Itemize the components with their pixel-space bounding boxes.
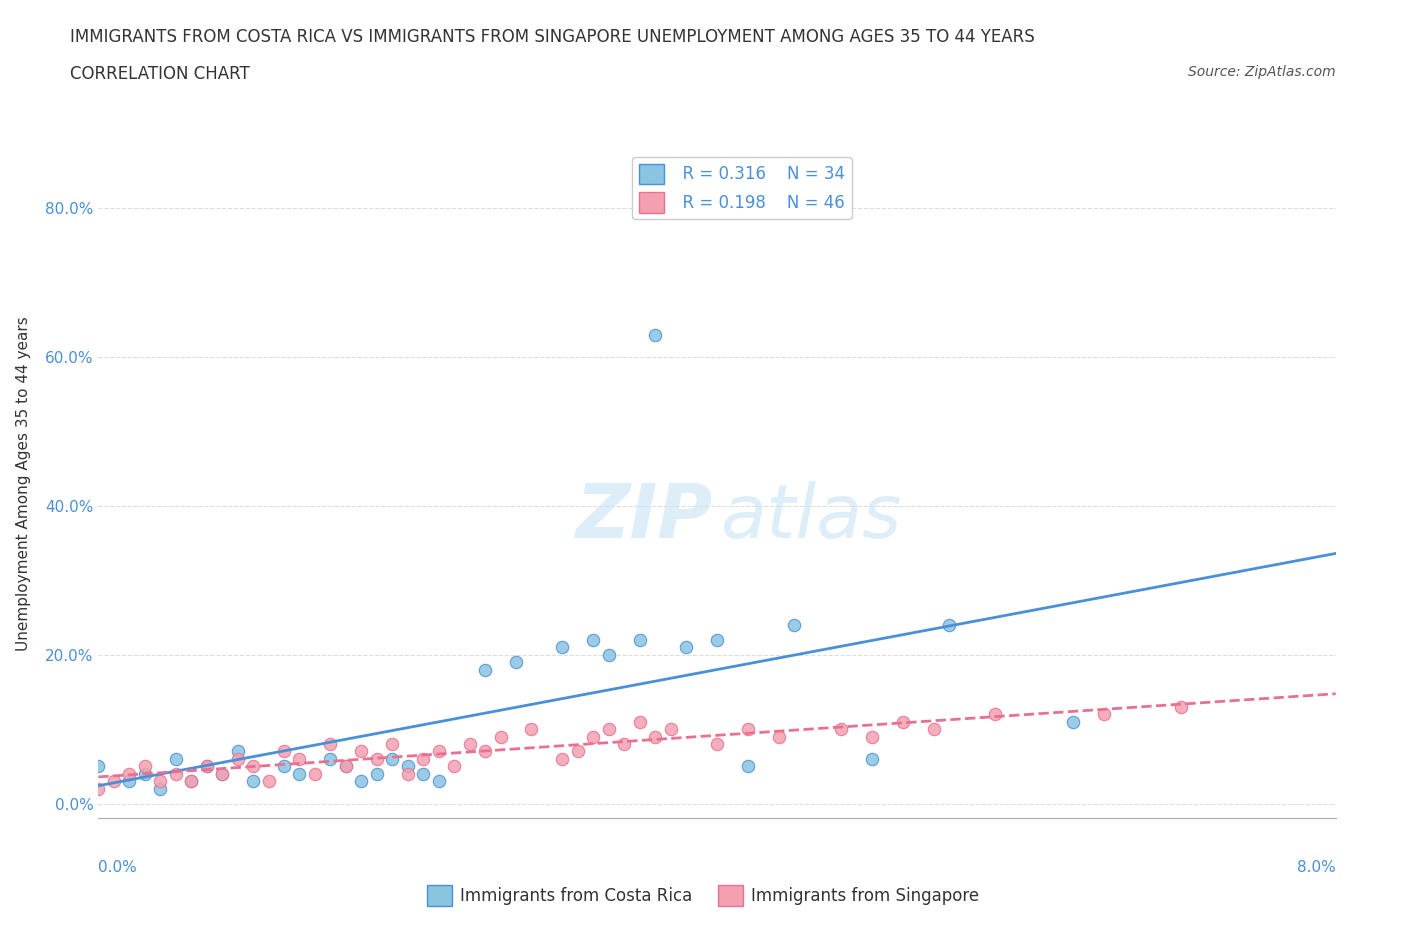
Point <box>381 737 404 751</box>
Text: 8.0%: 8.0% <box>1296 860 1336 875</box>
Point <box>304 766 326 781</box>
Point <box>257 774 280 789</box>
Point <box>984 707 1007 722</box>
Point <box>427 774 450 789</box>
Point <box>644 327 666 342</box>
Point <box>783 618 806 632</box>
Point <box>381 751 404 766</box>
Point <box>737 759 759 774</box>
Point <box>134 759 156 774</box>
Point <box>366 751 388 766</box>
Point <box>1092 707 1115 722</box>
Text: 0.0%: 0.0% <box>98 860 138 875</box>
Point <box>1170 699 1192 714</box>
Point <box>520 722 543 737</box>
Point <box>737 722 759 737</box>
Point <box>149 774 172 789</box>
Point <box>551 751 574 766</box>
Point <box>180 774 202 789</box>
Point <box>458 737 481 751</box>
Point <box>180 774 202 789</box>
Point <box>273 744 295 759</box>
Point <box>319 737 342 751</box>
Point <box>644 729 666 744</box>
Point <box>87 759 110 774</box>
Point <box>567 744 589 759</box>
Point <box>366 766 388 781</box>
Point <box>350 744 373 759</box>
Point <box>938 618 960 632</box>
Point <box>768 729 790 744</box>
Y-axis label: Unemployment Among Ages 35 to 44 years: Unemployment Among Ages 35 to 44 years <box>17 316 31 651</box>
Point <box>226 751 249 766</box>
Point <box>412 766 434 781</box>
Point <box>474 744 496 759</box>
Point <box>211 766 233 781</box>
Point <box>891 714 914 729</box>
Point <box>412 751 434 766</box>
Point <box>613 737 636 751</box>
Point <box>195 759 218 774</box>
Point <box>242 759 264 774</box>
Point <box>860 751 883 766</box>
Point <box>319 751 342 766</box>
Point <box>598 647 620 662</box>
Text: IMMIGRANTS FROM COSTA RICA VS IMMIGRANTS FROM SINGAPORE UNEMPLOYMENT AMONG AGES : IMMIGRANTS FROM COSTA RICA VS IMMIGRANTS… <box>70 28 1035 46</box>
Text: atlas: atlas <box>721 481 903 553</box>
Point <box>706 632 728 647</box>
Point <box>165 766 187 781</box>
Point <box>1062 714 1084 729</box>
Point <box>118 766 141 781</box>
Point <box>195 759 218 774</box>
Point <box>628 632 651 647</box>
Point <box>396 759 419 774</box>
Point <box>922 722 945 737</box>
Point <box>335 759 357 774</box>
Point <box>659 722 682 737</box>
Point <box>87 781 110 796</box>
Point <box>582 729 605 744</box>
Point <box>288 751 311 766</box>
Point <box>288 766 311 781</box>
Point <box>582 632 605 647</box>
Point <box>489 729 512 744</box>
Legend: Immigrants from Costa Rica, Immigrants from Singapore: Immigrants from Costa Rica, Immigrants f… <box>420 879 986 912</box>
Point <box>165 751 187 766</box>
Point <box>427 744 450 759</box>
Point <box>118 774 141 789</box>
Text: Source: ZipAtlas.com: Source: ZipAtlas.com <box>1188 65 1336 79</box>
Point <box>242 774 264 789</box>
Point <box>474 662 496 677</box>
Point <box>628 714 651 729</box>
Point <box>335 759 357 774</box>
Point <box>598 722 620 737</box>
Text: CORRELATION CHART: CORRELATION CHART <box>70 65 250 83</box>
Point <box>860 729 883 744</box>
Point <box>443 759 465 774</box>
Point <box>551 640 574 655</box>
Legend:   R = 0.316    N = 34,   R = 0.198    N = 46: R = 0.316 N = 34, R = 0.198 N = 46 <box>631 157 852 219</box>
Point <box>505 655 527 670</box>
Point <box>134 766 156 781</box>
Point <box>103 774 125 789</box>
Point <box>830 722 852 737</box>
Text: ZIP: ZIP <box>576 481 713 553</box>
Point <box>350 774 373 789</box>
Point <box>273 759 295 774</box>
Point <box>675 640 697 655</box>
Point <box>211 766 233 781</box>
Point <box>226 744 249 759</box>
Point <box>396 766 419 781</box>
Point <box>149 781 172 796</box>
Point <box>706 737 728 751</box>
